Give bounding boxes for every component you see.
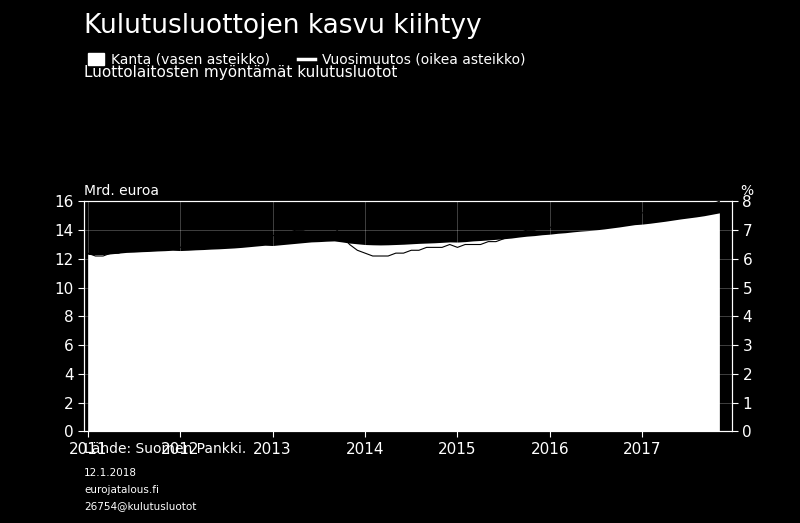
Text: %: % <box>740 184 753 198</box>
Text: eurojatalous.fi: eurojatalous.fi <box>84 485 159 495</box>
Text: Kulutusluottojen kasvu kiihtyy: Kulutusluottojen kasvu kiihtyy <box>84 13 482 39</box>
Text: Mrd. euroa: Mrd. euroa <box>84 184 159 198</box>
Text: Luottolaitosten myöntämät kulutusluotot: Luottolaitosten myöntämät kulutusluotot <box>84 65 398 81</box>
Text: Lähde: Suomen Pankki.: Lähde: Suomen Pankki. <box>84 442 246 456</box>
Text: 12.1.2018: 12.1.2018 <box>84 468 137 478</box>
Legend: Kanta (vasen asteikko), Vuosimuutos (oikea asteikko): Kanta (vasen asteikko), Vuosimuutos (oik… <box>88 53 526 67</box>
Text: 26754@kulutusluotot: 26754@kulutusluotot <box>84 502 196 511</box>
